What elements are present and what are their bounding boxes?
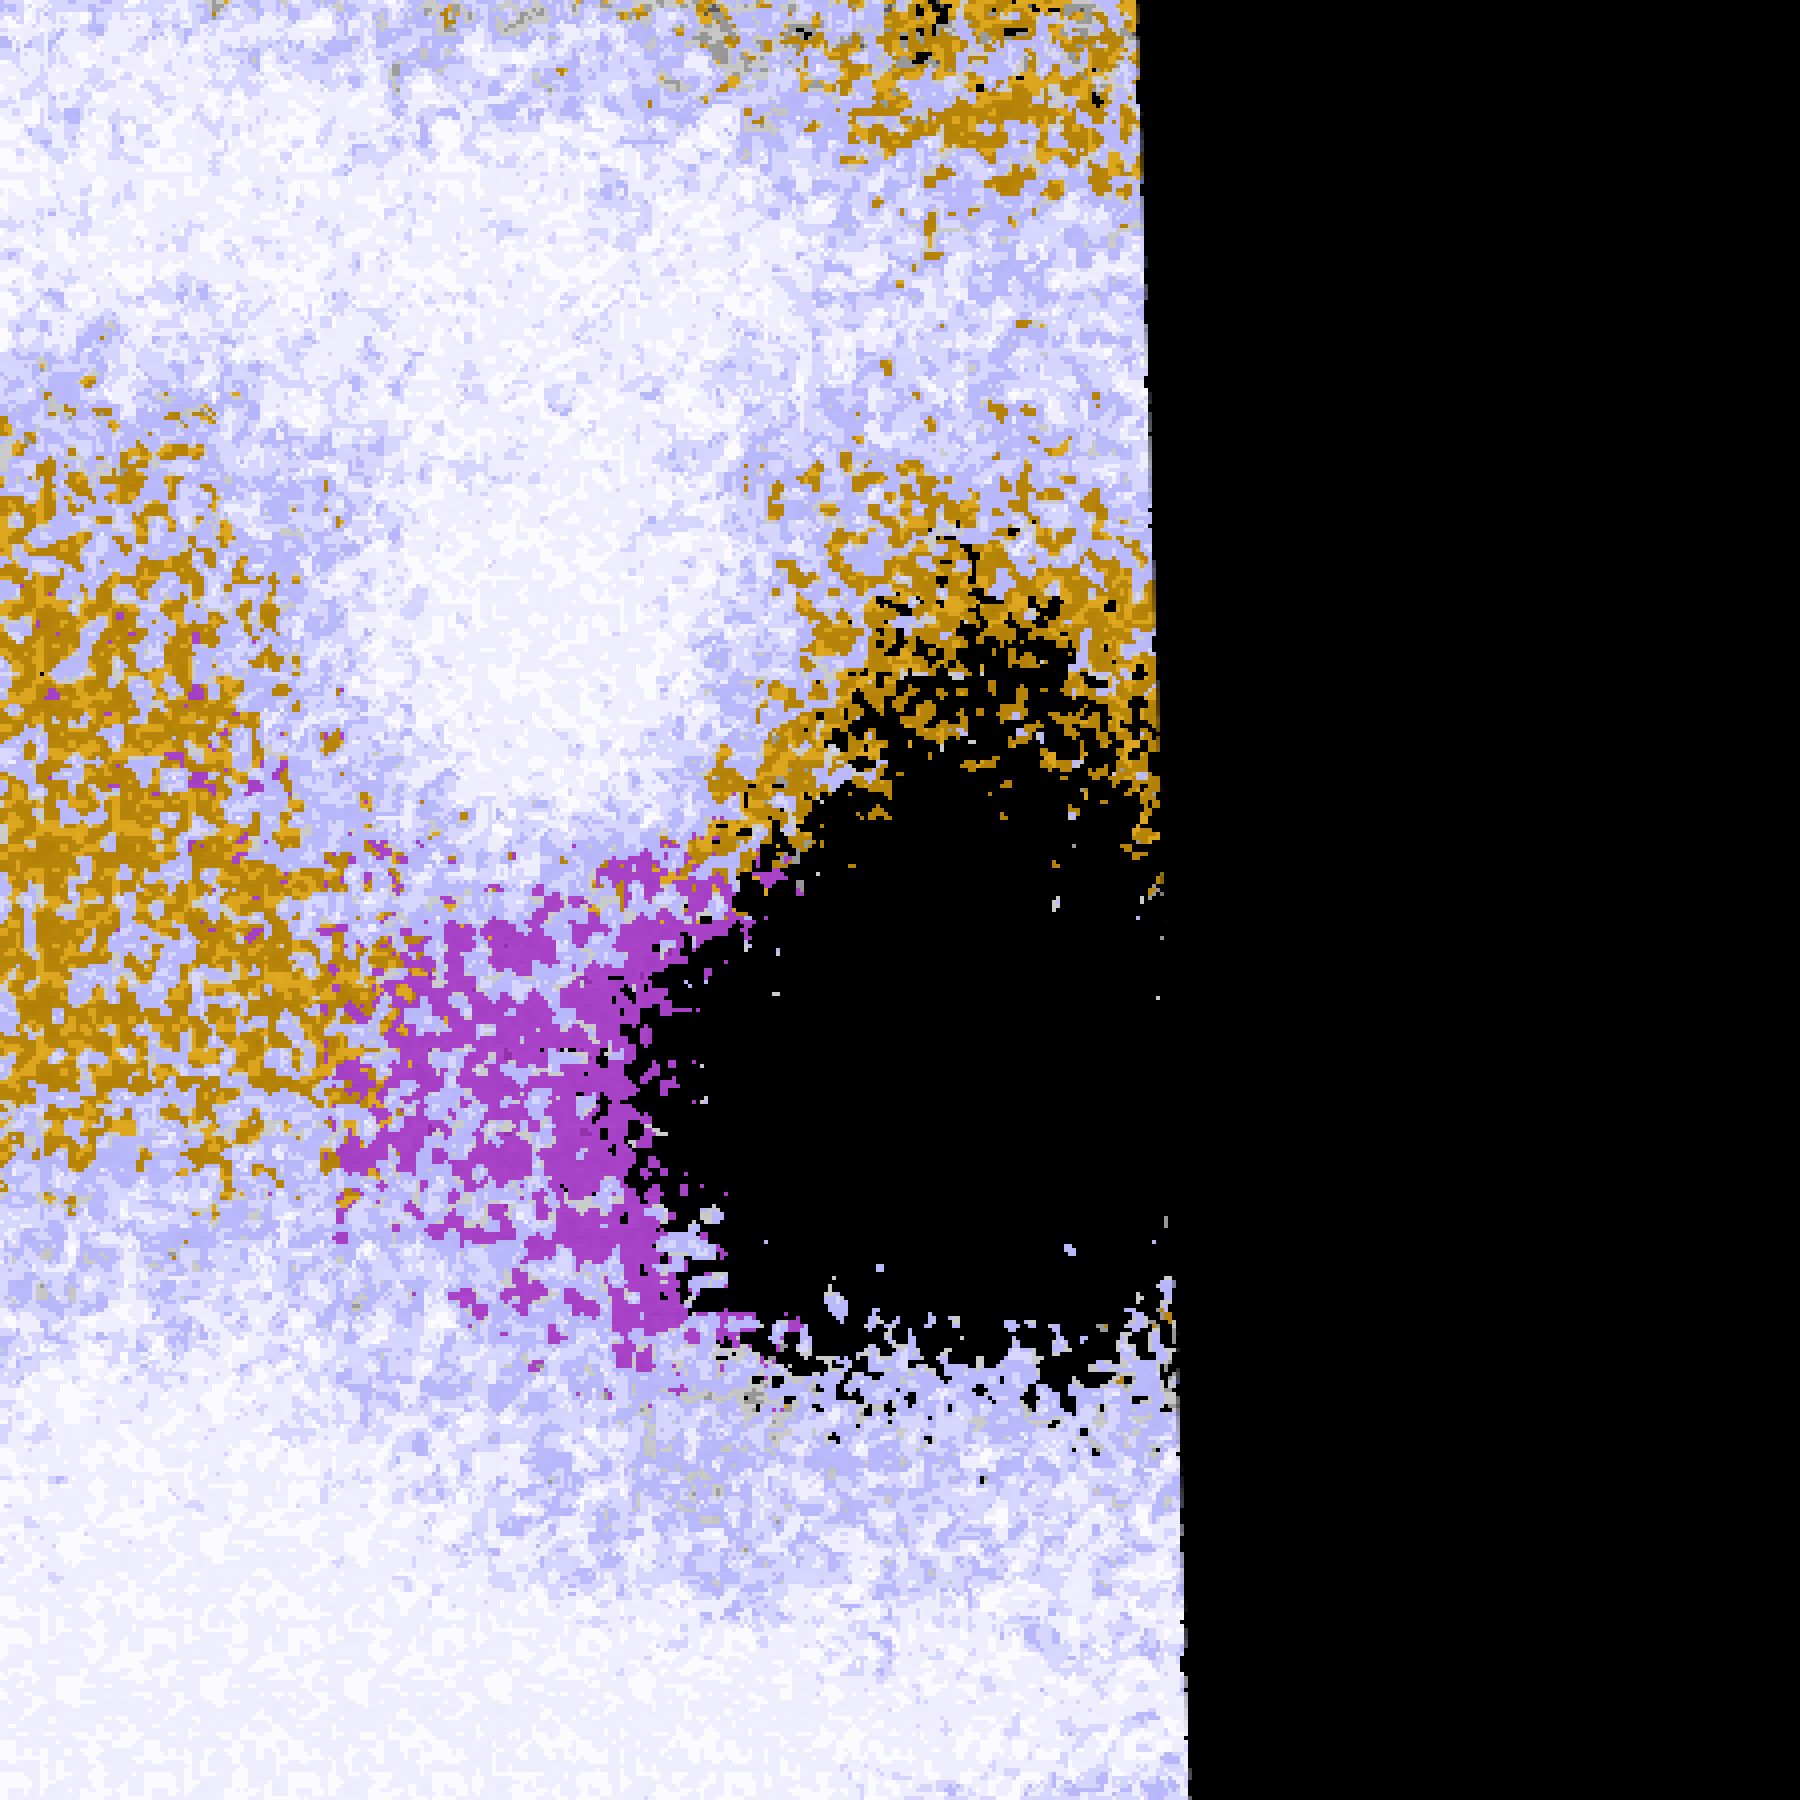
satellite-scene-root: no data bbox=[0, 0, 1800, 1800]
false-color-classified-image bbox=[0, 0, 1800, 1800]
